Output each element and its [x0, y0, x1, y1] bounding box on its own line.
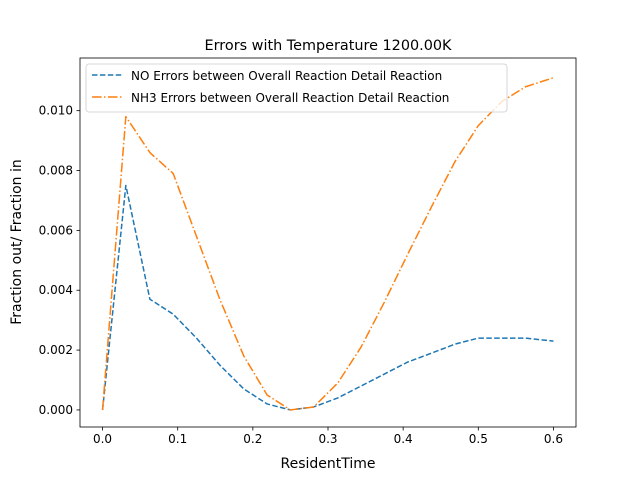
- legend-label-no: NO Errors between Overall Reaction Detai…: [131, 69, 442, 83]
- x-tick-label: 0.0: [93, 432, 112, 446]
- x-tick-label: 0.6: [544, 432, 563, 446]
- legend: NO Errors between Overall Reaction Detai…: [85, 63, 508, 113]
- legend-label-nh3: NH3 Errors between Overall Reaction Deta…: [131, 91, 449, 105]
- y-tick-label: 0.004: [39, 283, 73, 297]
- chart-title: Errors with Temperature 1200.00K: [205, 38, 452, 54]
- y-tick-label: 0.002: [39, 343, 73, 357]
- x-tick-label: 0.5: [469, 432, 488, 446]
- y-axis-ticks: 0.000 0.002 0.004 0.006 0.008 0.010: [39, 104, 80, 417]
- x-tick-label: 0.4: [394, 432, 413, 446]
- y-tick-label: 0.008: [39, 164, 73, 178]
- y-tick-label: 0.006: [39, 223, 73, 237]
- y-axis-label: Fraction out/ Fraction in: [9, 159, 25, 325]
- plot-frame: [79, 57, 577, 428]
- x-tick-label: 0.1: [168, 432, 187, 446]
- x-axis-ticks: 0.0 0.1 0.2 0.3 0.4 0.5 0.6: [93, 427, 563, 446]
- x-axis-label: ResidentTime: [280, 456, 375, 472]
- legend-box: [85, 63, 508, 113]
- series-line-0: [101, 184, 554, 411]
- y-tick-label: 0.010: [39, 104, 73, 118]
- y-tick-label: 0.000: [39, 403, 73, 417]
- x-tick-label: 0.2: [243, 432, 262, 446]
- x-tick-label: 0.3: [318, 432, 337, 446]
- series-layer: [101, 77, 554, 411]
